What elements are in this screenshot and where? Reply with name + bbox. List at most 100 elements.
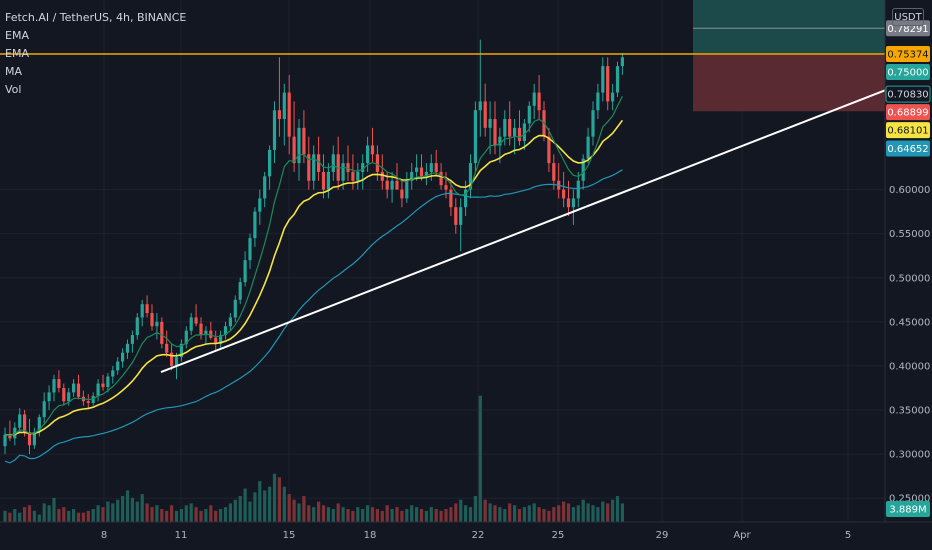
volume-bar (101, 507, 105, 522)
volume-bar (47, 505, 51, 522)
candle-body (302, 127, 306, 155)
volume-bar (454, 503, 458, 522)
volume-tag-label: 3.889M (889, 505, 926, 516)
long-position-box[interactable] (693, 0, 885, 112)
candle-body (277, 110, 281, 120)
candle-body (351, 171, 355, 181)
volume-bar (566, 503, 571, 522)
y-tick-label: 0.50000 (889, 273, 930, 284)
candle-body (253, 211, 257, 239)
candle-body (3, 434, 7, 447)
candle-body (419, 167, 424, 177)
price-tag-bg (886, 20, 930, 37)
price-tag: 0.78291 (886, 20, 930, 37)
volume-bar (111, 503, 115, 522)
volume-bar (449, 507, 453, 522)
y-tick-label: 0.35000 (889, 406, 930, 417)
volume-bar (341, 507, 345, 522)
candle-body (508, 119, 512, 137)
candle-body (140, 304, 144, 318)
candle-body (513, 127, 517, 137)
volume-bar (37, 514, 41, 522)
candle-body (326, 171, 330, 190)
candle-body (57, 379, 61, 388)
price-axis[interactable]: 0.25000 0.30000 0.35000 0.40000 0.45000 0.500… (889, 185, 930, 505)
candle-body (370, 145, 375, 155)
time-axis[interactable]: 8 11 15 18 22 25 29 Apr 5 (101, 530, 851, 541)
candle-body (111, 370, 115, 377)
volume-bar (468, 507, 473, 522)
candle-body (272, 110, 277, 150)
x-tick-label: 18 (364, 530, 377, 541)
volume-bar (13, 509, 17, 522)
position-stop-zone[interactable] (693, 54, 885, 112)
candle-body (449, 189, 453, 208)
volume-bar (170, 505, 174, 522)
candle-body (405, 180, 409, 199)
candle-body (581, 158, 585, 181)
ascending-trendline[interactable] (160, 89, 886, 374)
volume-bar (72, 509, 76, 522)
volume-bar (228, 503, 232, 522)
y-tick-label: 0.25000 (889, 494, 930, 505)
indicator-ma[interactable]: MA (5, 65, 23, 78)
indicator-ema-fast[interactable]: EMA (5, 29, 29, 42)
candle-body (233, 299, 237, 318)
candle-body (238, 282, 242, 300)
volume-bar (336, 503, 340, 522)
volume-bar (8, 512, 12, 522)
volume-bar (390, 509, 394, 522)
volume-bar (444, 509, 448, 522)
volume-bar (375, 509, 379, 522)
symbol-title[interactable]: Fetch.AI / TetherUS, 4h, BINANCE (5, 11, 187, 24)
candle-body (483, 101, 487, 128)
volume-bar (351, 510, 355, 522)
volume-bar (179, 509, 183, 522)
volume-bar (312, 507, 316, 522)
candle-body (174, 357, 179, 366)
candle-body (464, 189, 468, 208)
volume-bar (272, 473, 277, 522)
indicator-volume[interactable]: Vol (5, 83, 22, 96)
y-tick-label: 0.45000 (889, 317, 930, 328)
candle-body (72, 383, 76, 393)
candle-body (263, 176, 267, 199)
candle-body (209, 330, 213, 338)
candle-body (52, 379, 56, 393)
position-target-zone[interactable] (693, 0, 885, 55)
indicator-ema-slow[interactable]: EMA (5, 47, 29, 60)
volume-bar (32, 510, 36, 522)
x-tick-label: 22 (472, 530, 485, 541)
volume-bar (287, 494, 291, 522)
volume-bar (591, 505, 595, 522)
volume-bar (96, 505, 100, 522)
candle-body (331, 154, 335, 172)
candle-body (67, 392, 71, 402)
volume-bar (223, 507, 228, 522)
volume-bar (410, 505, 414, 522)
volume-bar (184, 505, 188, 522)
price-tag-bg (886, 104, 930, 121)
candle-body (23, 414, 27, 433)
volume-bar (268, 486, 272, 522)
candle-body (170, 352, 174, 366)
volume-bar (385, 505, 389, 522)
candle-body (439, 171, 443, 186)
volume-bar (27, 505, 32, 522)
volume-bar (537, 507, 541, 522)
volume-bars (3, 395, 624, 522)
candle-body (478, 101, 482, 111)
x-tick-label: 25 (552, 530, 565, 541)
drawings[interactable] (0, 53, 886, 374)
candle-body (434, 163, 438, 172)
candle-body (307, 154, 311, 181)
volume-bar (81, 512, 85, 522)
volume-bar (297, 503, 301, 522)
price-tag-bg (886, 64, 930, 81)
candle-body (356, 171, 360, 181)
currency-badge[interactable]: USDT (892, 8, 924, 26)
volume-bar (130, 497, 134, 522)
candle-body (42, 401, 46, 418)
x-tick-label: 11 (175, 530, 188, 541)
